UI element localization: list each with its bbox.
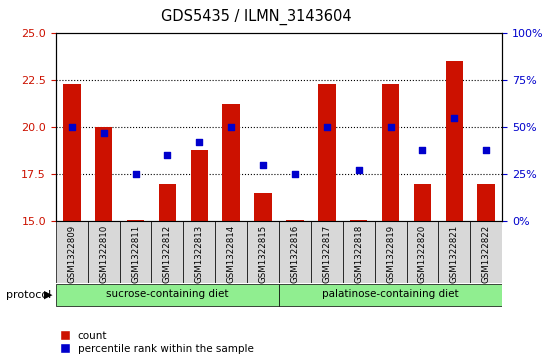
Bar	[56, 284, 279, 306]
Point	[258, 162, 267, 168]
Bar	[350, 220, 368, 221]
Bar	[63, 83, 80, 221]
Point	[386, 124, 395, 130]
Bar	[119, 221, 151, 283]
Bar	[247, 221, 279, 283]
Bar	[279, 284, 502, 306]
Text: GSM1322817: GSM1322817	[323, 224, 331, 283]
Bar	[184, 221, 215, 283]
Bar	[158, 184, 176, 221]
Bar	[439, 221, 470, 283]
Point	[99, 130, 108, 136]
Bar	[95, 127, 112, 221]
Text: GSM1322809: GSM1322809	[68, 224, 76, 283]
Bar	[254, 193, 272, 221]
Bar	[382, 83, 400, 221]
Text: GSM1322820: GSM1322820	[418, 224, 427, 283]
Point	[163, 152, 172, 158]
Bar	[286, 220, 304, 221]
Text: GSM1322812: GSM1322812	[163, 224, 172, 283]
Text: GSM1322818: GSM1322818	[354, 224, 363, 283]
Bar	[223, 105, 240, 221]
Text: GSM1322819: GSM1322819	[386, 224, 395, 283]
Bar	[127, 220, 145, 221]
Text: GSM1322811: GSM1322811	[131, 224, 140, 283]
Text: GSM1322821: GSM1322821	[450, 224, 459, 283]
Text: protocol: protocol	[6, 290, 51, 300]
Text: GSM1322815: GSM1322815	[258, 224, 267, 283]
Bar	[446, 61, 463, 221]
Bar	[88, 221, 119, 283]
Text: palatinose-containing diet: palatinose-containing diet	[323, 289, 459, 299]
Bar	[413, 184, 431, 221]
Bar	[190, 150, 208, 221]
Point	[354, 168, 363, 174]
Bar	[279, 221, 311, 283]
Bar	[311, 221, 343, 283]
Point	[291, 171, 300, 177]
Bar	[374, 221, 407, 283]
Text: GSM1322814: GSM1322814	[227, 224, 235, 283]
Point	[482, 147, 490, 152]
Point	[131, 171, 140, 177]
Text: GSM1322813: GSM1322813	[195, 224, 204, 283]
Text: GSM1322822: GSM1322822	[482, 224, 490, 283]
Point	[450, 115, 459, 121]
Bar	[215, 221, 247, 283]
Bar	[151, 221, 184, 283]
Point	[68, 124, 76, 130]
Bar	[56, 221, 88, 283]
Text: sucrose-containing diet: sucrose-containing diet	[106, 289, 229, 299]
Bar	[470, 221, 502, 283]
Point	[418, 147, 427, 152]
Point	[227, 124, 235, 130]
Bar	[478, 184, 495, 221]
Text: ▶: ▶	[44, 290, 52, 300]
Bar	[318, 83, 335, 221]
Point	[195, 139, 204, 145]
Text: GDS5435 / ILMN_3143604: GDS5435 / ILMN_3143604	[161, 9, 352, 25]
Text: GSM1322810: GSM1322810	[99, 224, 108, 283]
Bar	[407, 221, 439, 283]
Bar	[343, 221, 374, 283]
Legend: count, percentile rank within the sample: count, percentile rank within the sample	[61, 331, 253, 354]
Point	[323, 124, 331, 130]
Text: GSM1322816: GSM1322816	[291, 224, 300, 283]
